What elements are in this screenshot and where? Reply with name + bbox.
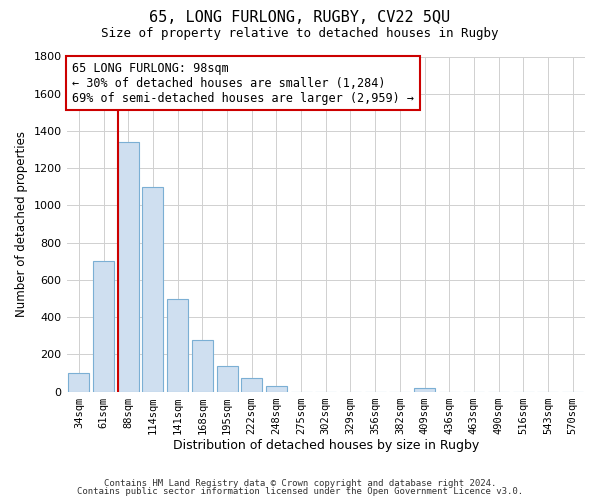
- Bar: [142, 187, 163, 392]
- Bar: [118, 142, 139, 392]
- Bar: [93, 262, 114, 392]
- Y-axis label: Number of detached properties: Number of detached properties: [15, 131, 28, 317]
- Text: 65, LONG FURLONG, RUGBY, CV22 5QU: 65, LONG FURLONG, RUGBY, CV22 5QU: [149, 10, 451, 25]
- Bar: [167, 298, 188, 392]
- Bar: [68, 373, 89, 392]
- Bar: [217, 366, 238, 392]
- Text: Contains public sector information licensed under the Open Government Licence v3: Contains public sector information licen…: [77, 487, 523, 496]
- Text: 65 LONG FURLONG: 98sqm
← 30% of detached houses are smaller (1,284)
69% of semi-: 65 LONG FURLONG: 98sqm ← 30% of detached…: [72, 62, 414, 104]
- Text: Size of property relative to detached houses in Rugby: Size of property relative to detached ho…: [101, 28, 499, 40]
- Text: Contains HM Land Registry data © Crown copyright and database right 2024.: Contains HM Land Registry data © Crown c…: [104, 478, 496, 488]
- Bar: [266, 386, 287, 392]
- X-axis label: Distribution of detached houses by size in Rugby: Distribution of detached houses by size …: [173, 440, 479, 452]
- Bar: [414, 388, 435, 392]
- Bar: [241, 378, 262, 392]
- Bar: [192, 340, 213, 392]
